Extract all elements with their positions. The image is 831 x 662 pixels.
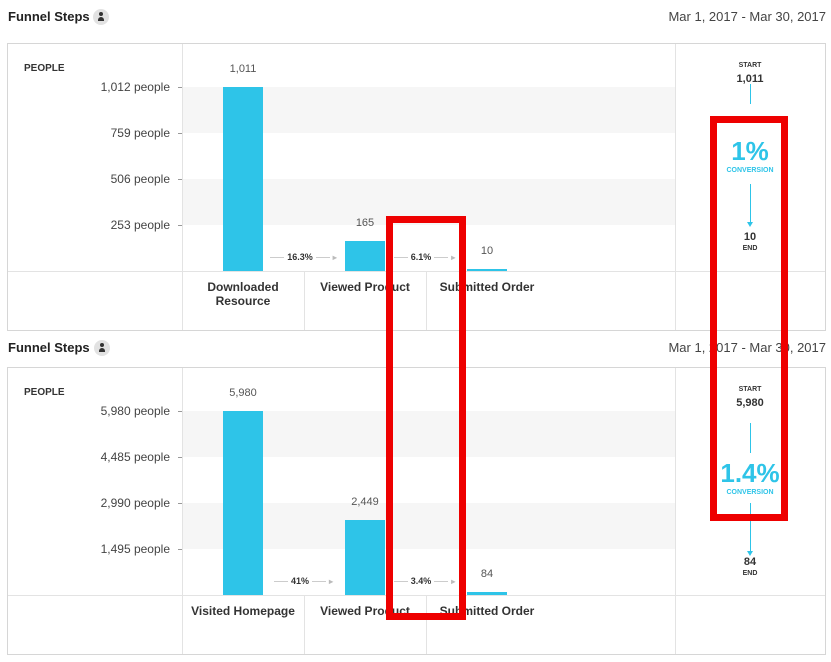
y-tick-label: 506 people	[110, 172, 170, 186]
user-icon[interactable]	[93, 9, 109, 25]
bar-submitted-order[interactable]	[467, 592, 507, 595]
bar-value-label: 84	[480, 568, 494, 580]
bar-value-label: 1,011	[229, 63, 257, 75]
summary-end: 84 END	[742, 556, 758, 577]
bar-value-label: 2,449	[351, 496, 379, 508]
summary-start: START 5,980	[736, 386, 764, 409]
summary-end: 10 END	[742, 231, 758, 252]
highlight-box-overall-conversion	[710, 116, 788, 521]
y-tick-label: 5,980 people	[100, 404, 170, 418]
category-label: Downloaded Resource	[207, 280, 279, 308]
step-conversion: 41% ▸	[257, 576, 347, 586]
summary-start: START 1,011	[736, 62, 764, 85]
category-label: Visited Homepage	[191, 604, 295, 618]
funnel-1-header: Funnel Steps Mar 1, 2017 - Mar 30, 2017	[0, 0, 831, 30]
bar-value-label: 165	[355, 217, 375, 229]
y-tick-label: 4,485 people	[100, 450, 170, 464]
bar-value-label: 10	[480, 245, 494, 257]
y-axis-title: PEOPLE	[24, 387, 65, 398]
funnel-1-panel: PEOPLE 1,012 people 759 people 506 peopl…	[7, 43, 826, 331]
bar-viewed-product[interactable]	[345, 520, 385, 595]
y-axis-title: PEOPLE	[24, 63, 65, 74]
summary-conversion: 1.4% CONVERSION	[720, 458, 780, 496]
funnel-2-title: Funnel Steps	[8, 340, 90, 355]
y-tick-label: 253 people	[110, 218, 170, 232]
funnel-1-date-range[interactable]: Mar 1, 2017 - Mar 30, 2017	[668, 9, 826, 24]
step-conversion: 16.3% ▸	[257, 252, 347, 262]
bar-viewed-product[interactable]	[345, 241, 385, 271]
user-icon[interactable]	[94, 340, 110, 356]
y-tick-label: 759 people	[110, 126, 170, 140]
y-tick-label: 1,495 people	[100, 542, 170, 556]
highlight-box-step-conversion	[386, 216, 466, 620]
y-tick-label: 1,012 people	[100, 80, 170, 94]
funnel-1-title: Funnel Steps	[8, 9, 90, 24]
summary-conversion: 1% CONVERSION	[726, 136, 774, 174]
bar-submitted-order[interactable]	[467, 269, 507, 271]
bar-value-label: 5,980	[229, 387, 257, 399]
funnel-2-panel: PEOPLE 5,980 people 4,485 people 2,990 p…	[7, 367, 826, 655]
bar-visited-homepage[interactable]	[223, 411, 263, 595]
y-tick-label: 2,990 people	[100, 496, 170, 510]
step-conversion: 6.1% ▸	[378, 252, 468, 262]
bar-downloaded-resource[interactable]	[223, 87, 263, 271]
step-conversion: 3.4% ▸	[378, 576, 468, 586]
